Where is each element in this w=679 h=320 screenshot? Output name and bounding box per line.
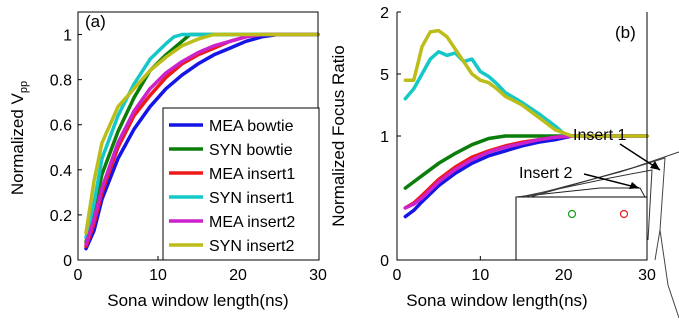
y-axis-label-b: Normalized Focus Ratio [329, 45, 348, 226]
annotation-arrow-2 [583, 173, 640, 189]
x-tick-label-a-0: 0 [74, 267, 83, 284]
annotation-arrowhead-2 [629, 182, 639, 189]
y-tick-label-a-3: 0.6 [50, 118, 72, 135]
x-tick-label-a-3: 30 [309, 267, 327, 284]
insert-outline-1 [515, 187, 646, 198]
x-tick-label-b-3: 30 [638, 267, 656, 284]
series-line-b-5 [403, 28, 649, 138]
annotation-insert-2: Insert 2 [519, 165, 572, 182]
y-axis-label-a: Normalized Vpp [8, 81, 30, 195]
legend-entry-4: MEA insert2 [209, 214, 295, 231]
y-axis-label-main: Normalized V [8, 92, 27, 195]
legend-entry-1: SYN bowtie [209, 142, 293, 159]
series-line-a-5 [84, 32, 320, 235]
panel-label-b: (b) [615, 23, 636, 42]
inset-box [515, 196, 648, 261]
legend-entry-3: SYN insert1 [209, 190, 294, 207]
y-tick-label-a-1: 0.2 [50, 208, 72, 225]
x-tick-label-a-1: 10 [149, 267, 167, 284]
legend-box [162, 107, 320, 261]
y-tick-label-a-0: 0 [63, 253, 72, 270]
legend-entry-0: MEA bowtie [209, 118, 294, 135]
y-tick-label-b-2: 1 [380, 129, 389, 146]
annotation-insert-1: Insert 1 [573, 127, 626, 144]
legend-entry-5: SYN insert2 [209, 238, 294, 255]
y-tick-label-a-4: 0.8 [50, 73, 72, 90]
insert-outline-5 [659, 229, 679, 319]
x-axis-label-a: Sona window length(ns) [107, 291, 288, 310]
inset-marker-green [567, 209, 577, 219]
panel-b: 010203005152(b)Sona window length(ns)Nor… [329, 5, 679, 319]
series-line-b-3 [403, 49, 649, 138]
x-tick-label-b-2: 20 [555, 267, 573, 284]
y-tick-label-a-5: 1 [63, 28, 72, 45]
panel-label-a: (a) [85, 12, 106, 31]
y-tick-label-a-2: 0.4 [50, 163, 72, 180]
y-tick-label-b-4: 2 [380, 5, 389, 22]
panel-a: 0 10 20 30 0 0.2 0.4 0.6 0.8 1 (a) Sona window leng… [8, 11, 327, 310]
x-tick-label-a-2: 20 [229, 267, 247, 284]
inset-marker-red [619, 209, 629, 219]
y-tick-label-b-3: 5 [380, 67, 389, 84]
insert-outline-4 [529, 151, 679, 198]
x-axis-label-b: Sona window length(ns) [406, 291, 587, 310]
y-axis-label-subscript: pp [18, 81, 30, 93]
annotation-arrowhead-1 [650, 161, 660, 170]
y-tick-label-b-0: 0 [380, 253, 389, 270]
legend-entry-2: MEA insert1 [209, 166, 295, 183]
x-tick-label-b-0: 0 [393, 267, 402, 284]
x-tick-label-b-1: 10 [471, 267, 489, 284]
